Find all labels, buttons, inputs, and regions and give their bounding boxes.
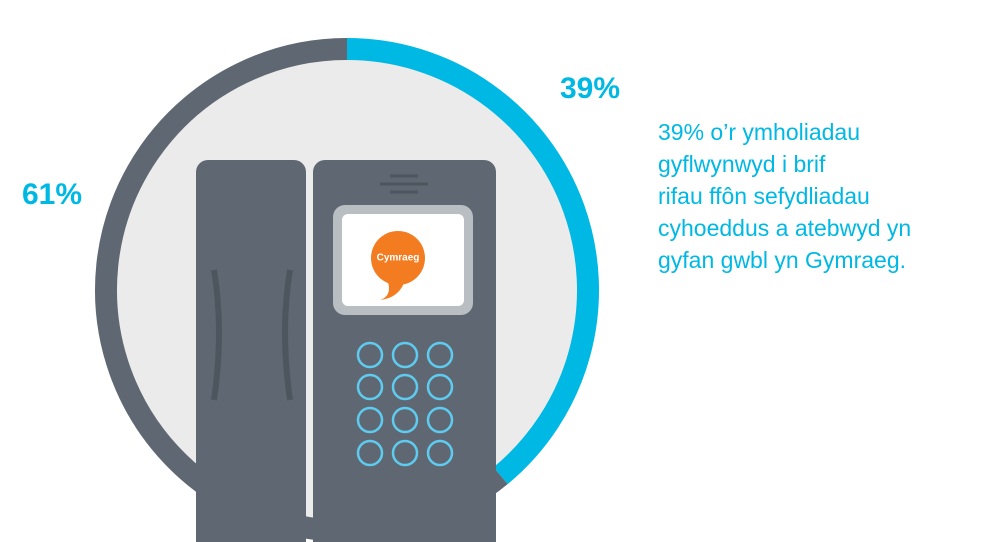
handset <box>196 160 306 542</box>
key <box>356 439 384 467</box>
value-label: 61% <box>22 178 82 211</box>
speech-bubble <box>371 231 425 285</box>
caption-line: rifau ffôn sefydliadau <box>658 183 870 209</box>
key <box>356 373 384 401</box>
phone: Cymraeg <box>196 160 496 542</box>
keypad <box>356 341 454 467</box>
caption-line: gyfan gwbl yn Gymraeg. <box>658 247 906 273</box>
key <box>426 373 454 401</box>
caption-line: gyflwynwyd i brif <box>658 151 826 177</box>
caption-line: 39% o’r ymholiadau <box>658 119 860 145</box>
labels: 39% 61% 39% o’r ymholiadau gyflwynwyd i bri… <box>22 72 911 273</box>
key <box>426 439 454 467</box>
value-label: 39% <box>560 72 620 105</box>
handset-groove <box>211 269 222 401</box>
key <box>391 406 419 434</box>
key <box>356 406 384 434</box>
key <box>391 439 419 467</box>
key <box>356 341 384 369</box>
donut-segment <box>346 38 599 485</box>
key <box>391 341 419 369</box>
caption-line: cyhoeddus a atebwyd yn <box>658 215 911 241</box>
key <box>391 373 419 401</box>
key <box>426 341 454 369</box>
screen-label: Cymraeg <box>377 253 420 264</box>
key <box>426 406 454 434</box>
handset-groove <box>282 269 293 401</box>
speech-tail <box>380 282 404 300</box>
